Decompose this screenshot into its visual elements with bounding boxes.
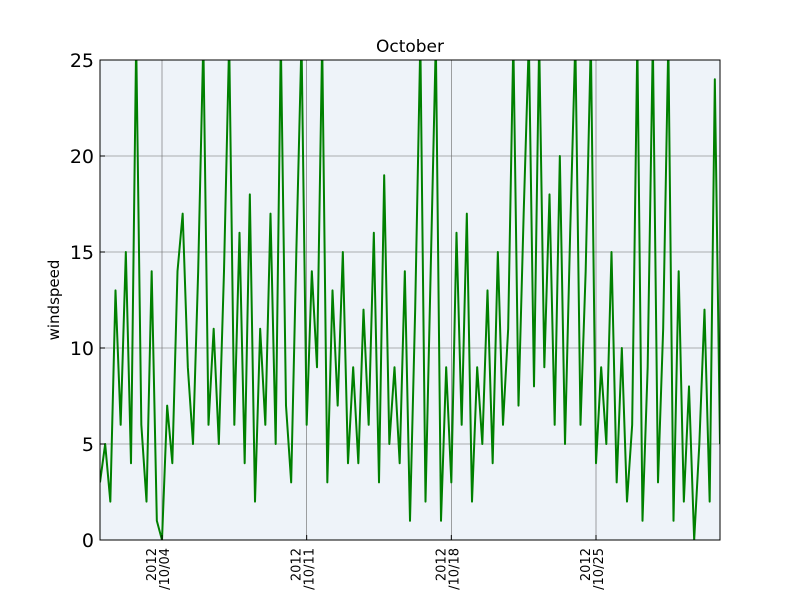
y-tick-label: 15 (70, 242, 94, 264)
y-tick-label: 25 (70, 50, 94, 72)
x-tick-label: 2012/10/11 (290, 548, 318, 590)
y-tick-label: 5 (82, 434, 94, 456)
x-tick-label: 2012/10/04 (145, 548, 173, 590)
x-tick-label: 2012/10/25 (579, 548, 607, 590)
y-tick-label: 0 (82, 530, 94, 552)
y-tick-label: 10 (70, 338, 94, 360)
data-line (100, 60, 720, 540)
chart-title: October (376, 37, 444, 57)
plot-area (100, 60, 720, 540)
y-tick-label: 20 (70, 146, 94, 168)
plot-frame (99, 59, 721, 541)
x-tick-label: 2012/10/18 (434, 548, 462, 590)
y-axis-label: windspeed (45, 260, 63, 341)
